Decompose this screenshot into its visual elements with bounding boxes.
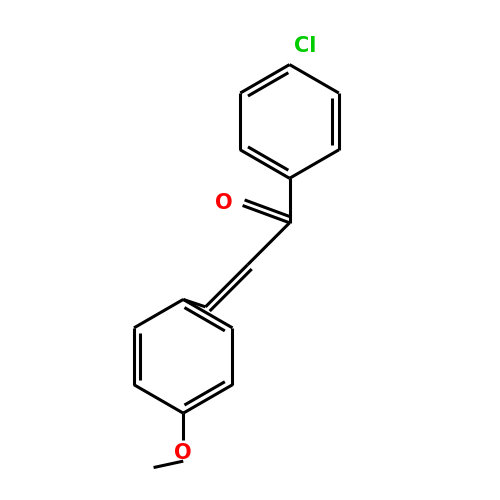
Text: O: O — [174, 443, 192, 463]
Text: Cl: Cl — [294, 36, 316, 56]
Text: O: O — [215, 193, 232, 213]
